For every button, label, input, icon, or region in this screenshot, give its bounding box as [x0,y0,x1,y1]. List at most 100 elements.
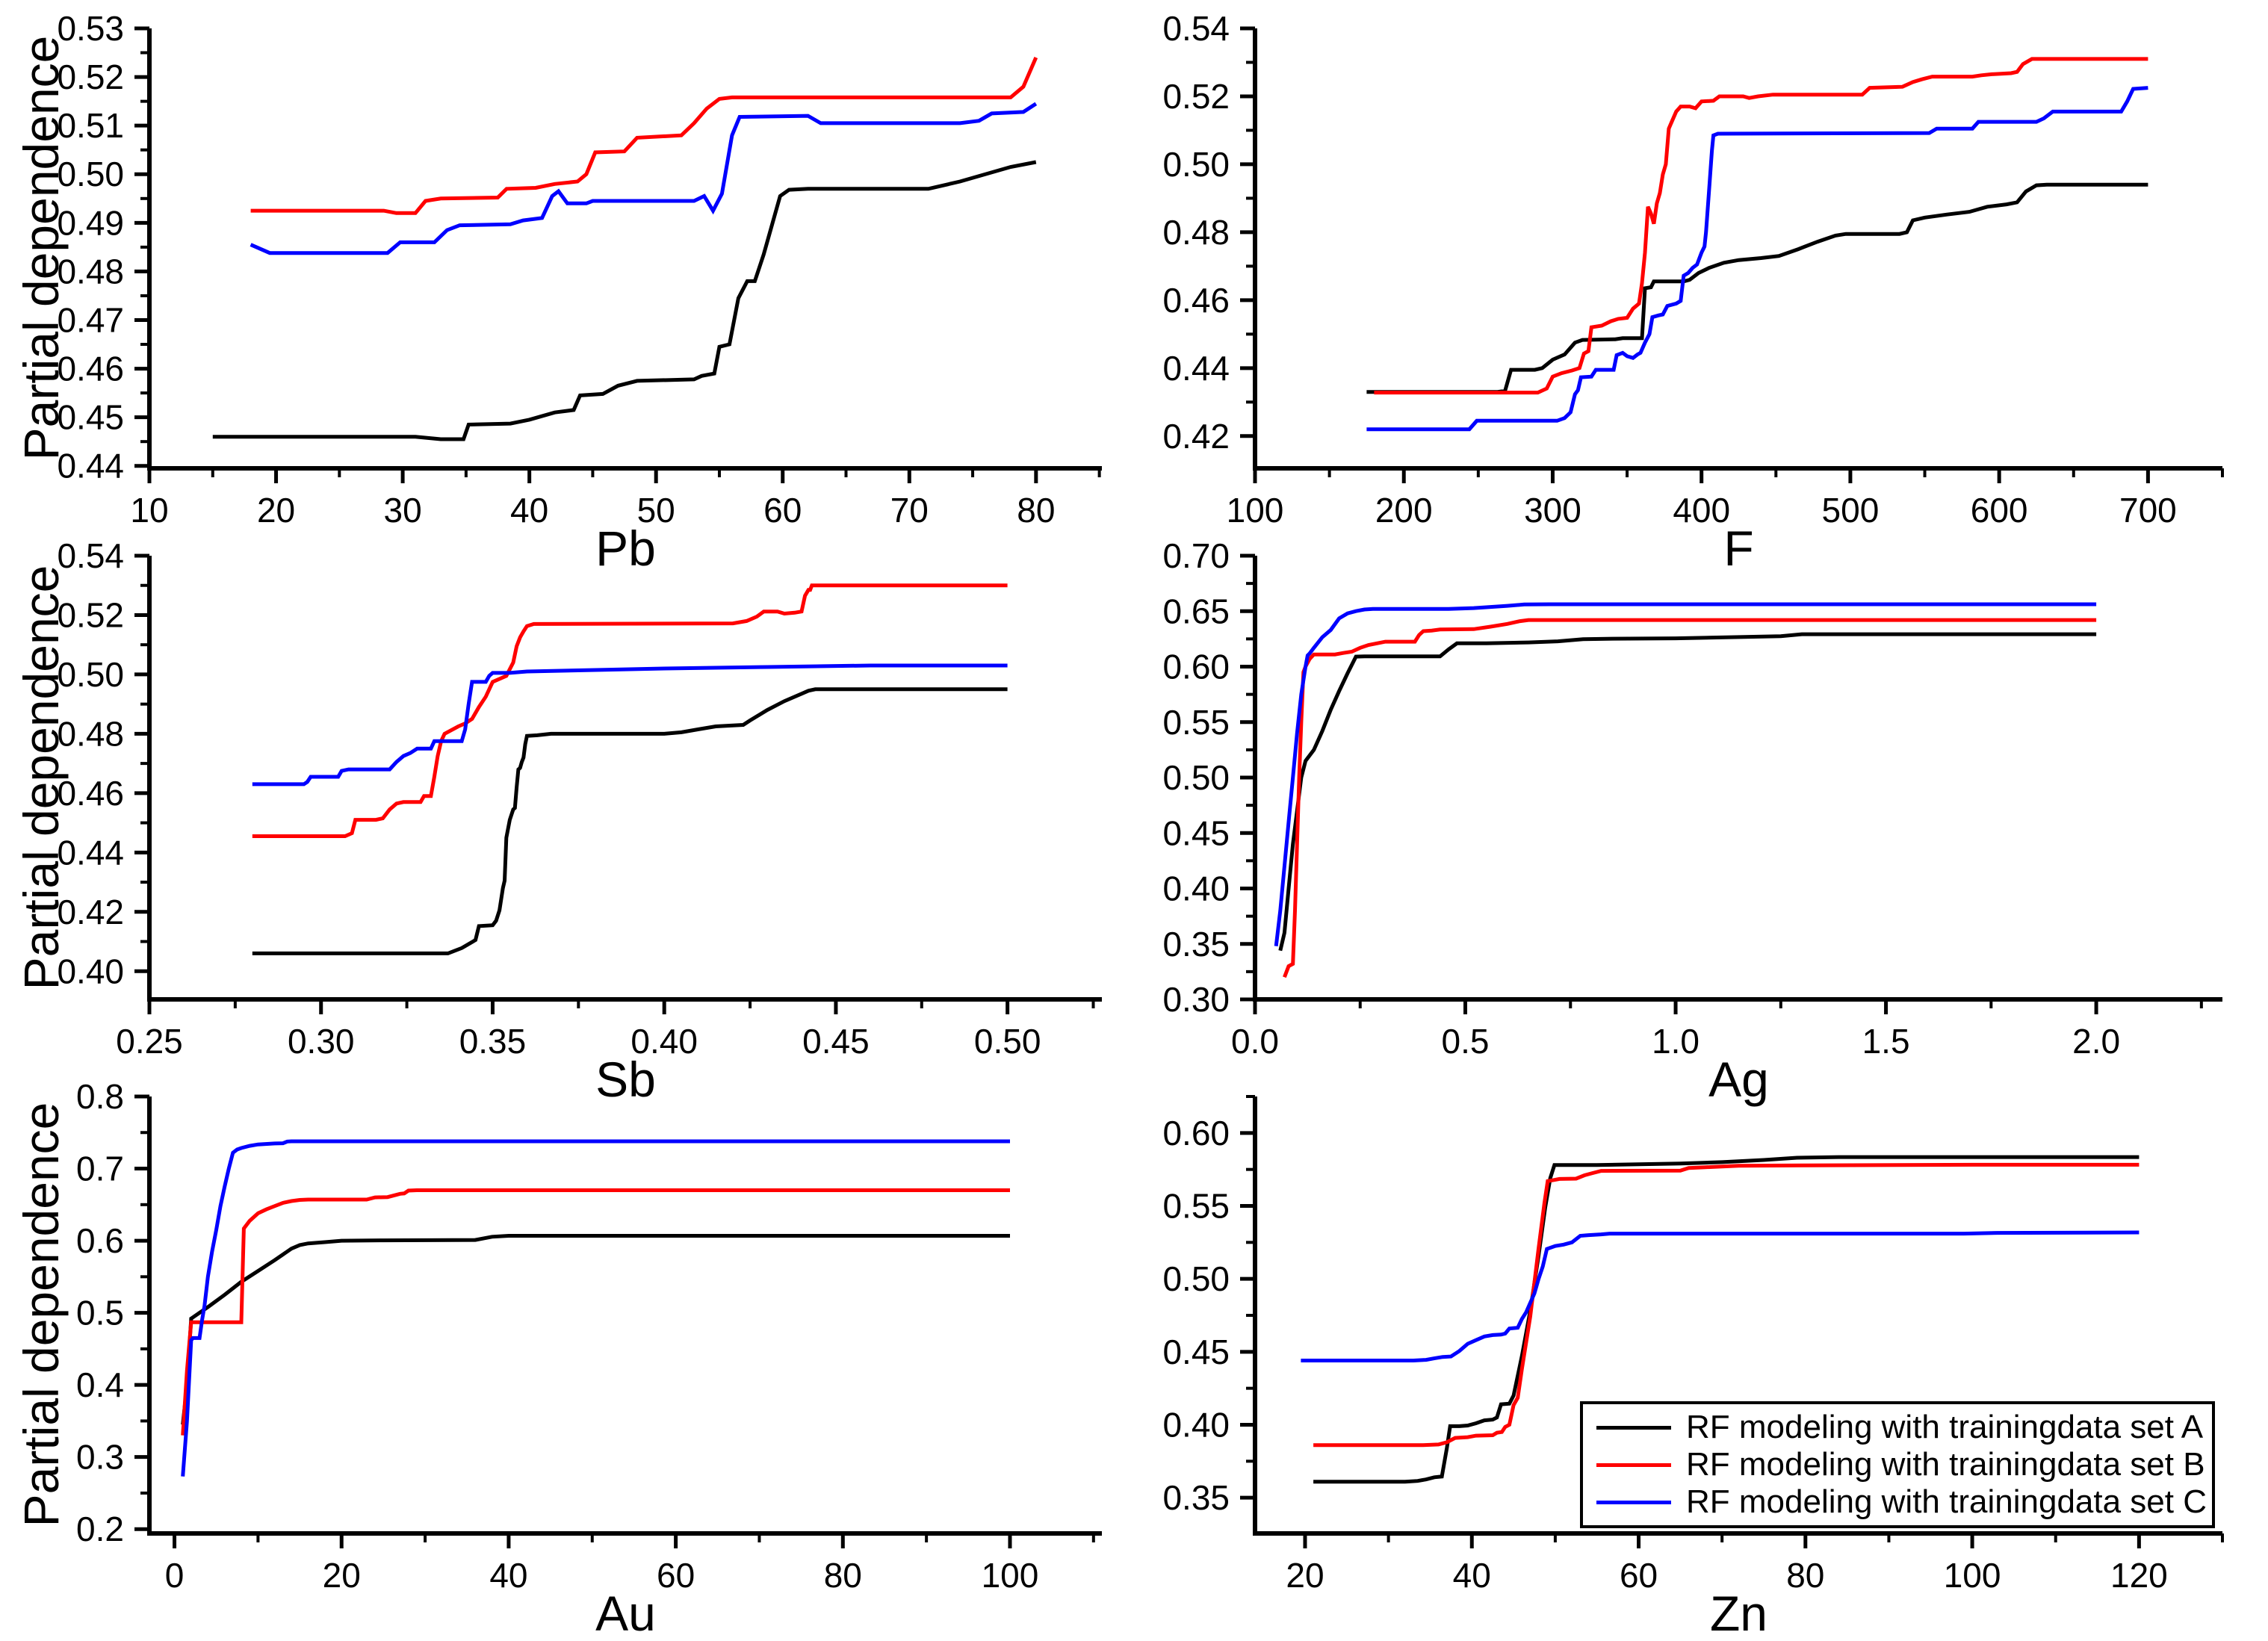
y-tick-label: 0.40 [1162,1405,1230,1444]
series-C-line [1366,86,2148,432]
series-B-line [1283,618,2097,978]
x-tick-label: 0.35 [459,1022,527,1061]
y-tick-label: 0.2 [76,1510,124,1548]
x-tick-label: 2.0 [2072,1022,2120,1061]
x-tick-label: 20 [1286,1556,1324,1595]
y-tick-label: 0.60 [1162,1114,1230,1153]
x-tick-label: 100 [1227,491,1284,530]
legend-line-sample-black [1596,1425,1671,1430]
x-tick-label: 40 [1453,1556,1491,1595]
y-tick-label: 0.3 [76,1438,124,1477]
panel-F: 100 200 300 400 500 600 700 0.42 0.44 0.46 0.48 0.5… [1162,9,2224,530]
series-C-line [1274,602,2097,946]
y-tick-label: 0.50 [1162,1259,1230,1298]
x-tick-label: 60 [1620,1556,1658,1595]
y-tick-label: 0.8 [76,1077,124,1116]
y-tick-label: 0.44 [57,833,124,872]
panel-Au: 0 20 40 60 80 100 0.2 0.3 0.4 0.5 0.6 0.7 0.8 [76,1077,1102,1595]
x-tick-label: 60 [763,491,802,530]
series-B-line [252,583,1008,838]
x-tick-label: 1.5 [1862,1022,1910,1061]
y-tick-label: 0.46 [57,774,124,813]
y-tick-label: 0.65 [1162,592,1230,630]
axis-spines [1253,28,2222,471]
series-A-line [181,1234,1010,1425]
x-tick-label: 0.5 [1442,1022,1490,1061]
y-tick-label: 0.44 [1162,349,1230,388]
series-A-line [1366,182,2148,394]
series-A-line [1313,1155,2140,1484]
x-tick-label: 0.0 [1231,1022,1279,1061]
y-tick-label: 0.45 [1162,1333,1230,1371]
x-tick-label: 1.0 [1652,1022,1700,1061]
y-tick-label: 0.40 [57,952,124,990]
x-tick-label: 0 [165,1556,185,1595]
y-tick-label: 0.45 [57,398,124,437]
panel-Pb: 10 20 30 40 50 60 70 80 0.44 0.45 0.46 0.47 0.48 0.49… [57,9,1102,530]
y-tick-label: 0.53 [57,9,124,48]
series-A-line [252,687,1008,955]
y-tick-label: 0.48 [57,252,124,291]
y-tick-label: 0.30 [1162,980,1230,1019]
series-A-line [1278,632,2097,952]
x-tick-label: 80 [1017,491,1055,530]
x-tick-label: 200 [1375,491,1433,530]
y-tick-label: 0.70 [1162,536,1230,575]
x-axis-title-pb: Pb [595,521,656,576]
y-tick-label: 0.35 [1162,1478,1230,1517]
y-tick-label: 0.51 [57,106,124,145]
y-tick-label: 0.50 [57,655,124,694]
x-tick-label: 300 [1524,491,1581,530]
x-tick-label: 0.50 [974,1022,1041,1061]
panel-Zn: 20 40 60 80 100 120 0.35 0.40 0.45 0.50 0.55 0.60 [1162,1095,2224,1595]
axis-spines [147,1096,1102,1536]
series-C-line [181,1139,1010,1477]
x-tick-label: 80 [1786,1556,1824,1595]
legend-line-sample-red [1596,1462,1671,1467]
x-tick-label: 100 [1944,1556,2001,1595]
x-axis-title-sb: Sb [595,1052,656,1107]
y-tick-label: 0.40 [1162,869,1230,908]
x-tick-label: 600 [1971,491,2028,530]
y-tick-label: 0.35 [1162,925,1230,964]
y-tick-label: 0.48 [1162,213,1230,252]
y-tick-label: 0.50 [1162,758,1230,797]
x-tick-label: 20 [257,491,295,530]
y-tick-label: 0.60 [1162,648,1230,686]
y-tick-label: 0.49 [57,203,124,242]
x-tick-label: 0.30 [288,1022,355,1061]
x-axis-title-ag: Ag [1708,1052,1769,1107]
x-tick-label: 120 [2110,1556,2168,1595]
x-tick-label: 40 [510,491,548,530]
x-tick-label: 50 [637,491,675,530]
y-tick-label: 0.42 [57,893,124,931]
series-C-line [252,663,1008,787]
y-tick-label: 0.4 [76,1365,124,1404]
y-tick-label: 0.55 [1162,1186,1230,1225]
panel-Ag: 0.0 0.5 1.0 1.5 2.0 0.30 0.35 0.40 0.45 0.50 0.55 0… [1162,536,2222,1061]
x-tick-label: 40 [489,1556,527,1595]
legend-line-sample-blue [1596,1500,1671,1504]
y-tick-label: 0.7 [76,1150,124,1188]
y-tick-label: 0.46 [1162,281,1230,320]
y-tick-label: 0.55 [1162,703,1230,742]
x-tick-label: 700 [2119,491,2177,530]
x-tick-label: 0.25 [116,1022,183,1061]
x-axis-title-zn: Zn [1709,1586,1768,1641]
x-axis-title-au: Au [595,1586,656,1641]
y-tick-label: 0.42 [1162,417,1230,456]
y-tick-label: 0.54 [57,536,124,575]
x-tick-label: 0.40 [630,1022,698,1061]
x-tick-label: 500 [1822,491,1880,530]
y-tick-label: 0.5 [76,1294,124,1333]
x-axis-title-f: F [1723,521,1754,576]
y-tick-label: 0.52 [57,58,124,96]
y-axis-title-au: Partial dependence [13,1102,69,1527]
legend-label: RF modeling with trainingdata set B [1686,1446,2205,1483]
legend-label: RF modeling with trainingdata set C [1686,1483,2207,1520]
y-tick-label: 0.50 [1162,145,1230,184]
y-tick-label: 0.47 [57,300,124,339]
series-B-line [250,57,1038,215]
